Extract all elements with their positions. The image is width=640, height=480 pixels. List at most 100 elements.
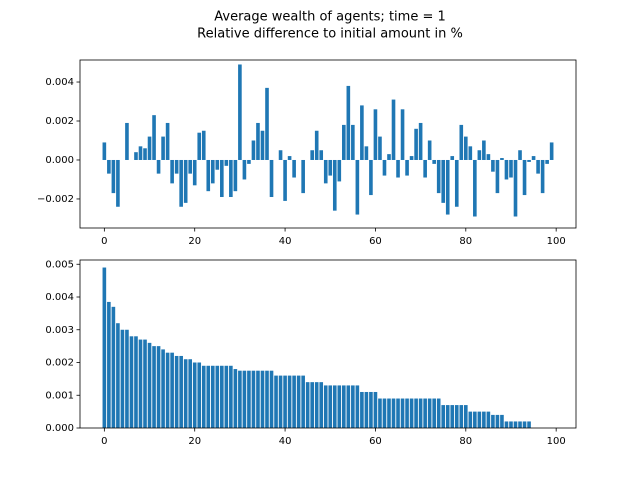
bar — [495, 414, 500, 428]
bar — [170, 352, 174, 428]
bar — [504, 159, 509, 180]
bar — [414, 128, 418, 160]
bar — [373, 109, 378, 160]
bar — [224, 159, 229, 166]
bar — [414, 398, 418, 428]
x-tick-label: 100 — [547, 236, 566, 247]
bar — [233, 159, 238, 192]
bar — [111, 306, 116, 428]
bar — [107, 301, 111, 428]
bar — [210, 159, 215, 184]
bar — [156, 159, 161, 174]
bar — [518, 150, 522, 160]
bar — [260, 130, 265, 160]
bar — [328, 385, 333, 428]
bar — [192, 159, 197, 186]
bar — [369, 391, 373, 428]
y-tick-label: 0.005 — [45, 259, 74, 270]
bar — [445, 159, 450, 215]
bar — [174, 355, 179, 428]
bar — [138, 146, 143, 160]
bar — [201, 365, 206, 428]
bar — [260, 370, 265, 428]
bar — [192, 362, 197, 428]
bar — [305, 382, 310, 428]
bar — [174, 159, 179, 174]
bar — [378, 398, 382, 428]
bar — [522, 159, 527, 196]
bar — [445, 405, 450, 428]
bar — [188, 359, 193, 428]
bar — [242, 370, 247, 428]
bar — [536, 159, 540, 174]
bar — [251, 370, 256, 428]
x-tick-label: 60 — [369, 436, 382, 447]
bar — [292, 375, 296, 428]
bar — [156, 346, 161, 428]
bar — [147, 342, 152, 428]
y-tick-label: 0.002 — [45, 358, 74, 369]
bar — [423, 159, 427, 178]
bar — [477, 411, 482, 428]
x-tick-label: 40 — [279, 436, 292, 447]
bar — [296, 375, 301, 428]
bar — [531, 156, 536, 160]
bar — [134, 152, 138, 160]
bar — [513, 421, 518, 428]
bar — [337, 159, 342, 182]
bar — [179, 159, 183, 207]
y-tick-label: 0.000 — [45, 155, 74, 166]
bar — [396, 398, 400, 428]
bar — [355, 385, 360, 428]
bar — [323, 385, 328, 428]
bar — [206, 365, 211, 428]
bar — [179, 355, 183, 428]
x-tick-label: 80 — [459, 236, 472, 247]
bar — [405, 159, 409, 176]
bar — [468, 411, 473, 428]
bar — [454, 159, 459, 207]
bar — [522, 421, 527, 428]
bar — [116, 323, 120, 428]
bar — [527, 159, 531, 162]
bar — [509, 159, 513, 178]
bar — [387, 398, 391, 428]
y-tick-label: −0.002 — [37, 194, 74, 205]
bar — [229, 365, 233, 428]
bar — [143, 148, 147, 160]
bar — [450, 156, 455, 160]
bar — [482, 140, 486, 160]
bar — [319, 150, 324, 160]
title-line: Relative difference to initial amount in… — [197, 27, 463, 42]
bar — [500, 158, 504, 160]
bar — [360, 105, 364, 160]
bar — [477, 150, 482, 160]
y-tick-label: 0.004 — [45, 292, 74, 303]
bar — [454, 405, 459, 428]
bar — [527, 421, 531, 428]
bar — [418, 122, 423, 160]
bar — [387, 154, 391, 160]
bar — [436, 398, 441, 428]
bar — [165, 122, 170, 160]
bar — [351, 124, 355, 160]
bar — [183, 159, 188, 203]
bar — [283, 375, 287, 428]
bar — [540, 159, 545, 194]
y-tick-label: 0.003 — [45, 325, 74, 336]
bar — [473, 411, 477, 428]
bar — [491, 159, 495, 172]
bar — [111, 159, 116, 194]
bar — [364, 391, 369, 428]
bar — [441, 159, 446, 203]
bar — [183, 359, 188, 428]
bar — [346, 385, 351, 428]
bar — [328, 159, 333, 176]
bar — [238, 370, 242, 428]
y-tick-label: 0.000 — [45, 423, 74, 434]
bar — [269, 159, 274, 198]
bar — [500, 414, 504, 428]
bar — [323, 159, 328, 184]
